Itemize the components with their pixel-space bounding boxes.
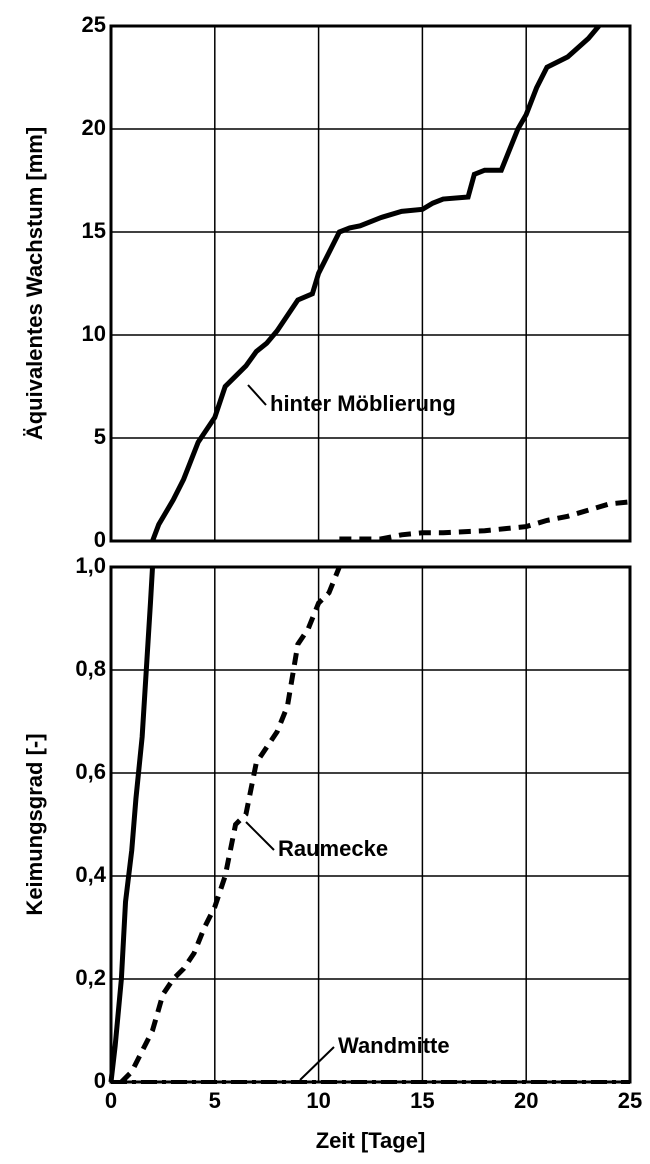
leader-line	[247, 384, 267, 406]
data-line	[150, 24, 601, 542]
leader-line	[299, 1046, 335, 1081]
y-axis-label: Keimungsgrad [-]	[22, 733, 47, 915]
x-tick-label: 10	[306, 1088, 330, 1113]
series-label: Raumecke	[278, 836, 388, 861]
x-tick-label: 15	[410, 1088, 434, 1113]
y-tick-label: 0,8	[75, 656, 106, 681]
y-tick-label: 0,2	[75, 965, 106, 990]
data-line	[108, 566, 156, 1083]
x-axis-label: Zeit [Tage]	[316, 1128, 426, 1153]
y-tick-label: 0,6	[75, 759, 106, 784]
data-line	[339, 499, 631, 542]
x-tick-label: 0	[105, 1088, 117, 1113]
leader-line	[245, 821, 275, 851]
series-label: hinter Möblierung	[270, 391, 456, 416]
x-tick-label: 25	[618, 1088, 642, 1113]
y-tick-label: 0	[94, 1068, 106, 1093]
series-label: Wandmitte	[338, 1033, 450, 1058]
y-tick-label: 0	[94, 527, 106, 552]
y-tick-label: 10	[82, 321, 106, 346]
y-tick-label: 5	[94, 424, 106, 449]
y-tick-label: 1,0	[75, 553, 106, 578]
y-axis-label: Äquivalentes Wachstum [mm]	[22, 127, 47, 440]
y-tick-label: 20	[82, 115, 106, 140]
y-tick-label: 15	[82, 218, 106, 243]
data-line	[119, 566, 342, 1084]
y-tick-label: 0,4	[75, 862, 106, 887]
x-tick-label: 20	[514, 1088, 538, 1113]
x-tick-label: 5	[209, 1088, 221, 1113]
y-tick-label: 25	[82, 12, 106, 37]
plot-frame	[109, 565, 632, 1084]
